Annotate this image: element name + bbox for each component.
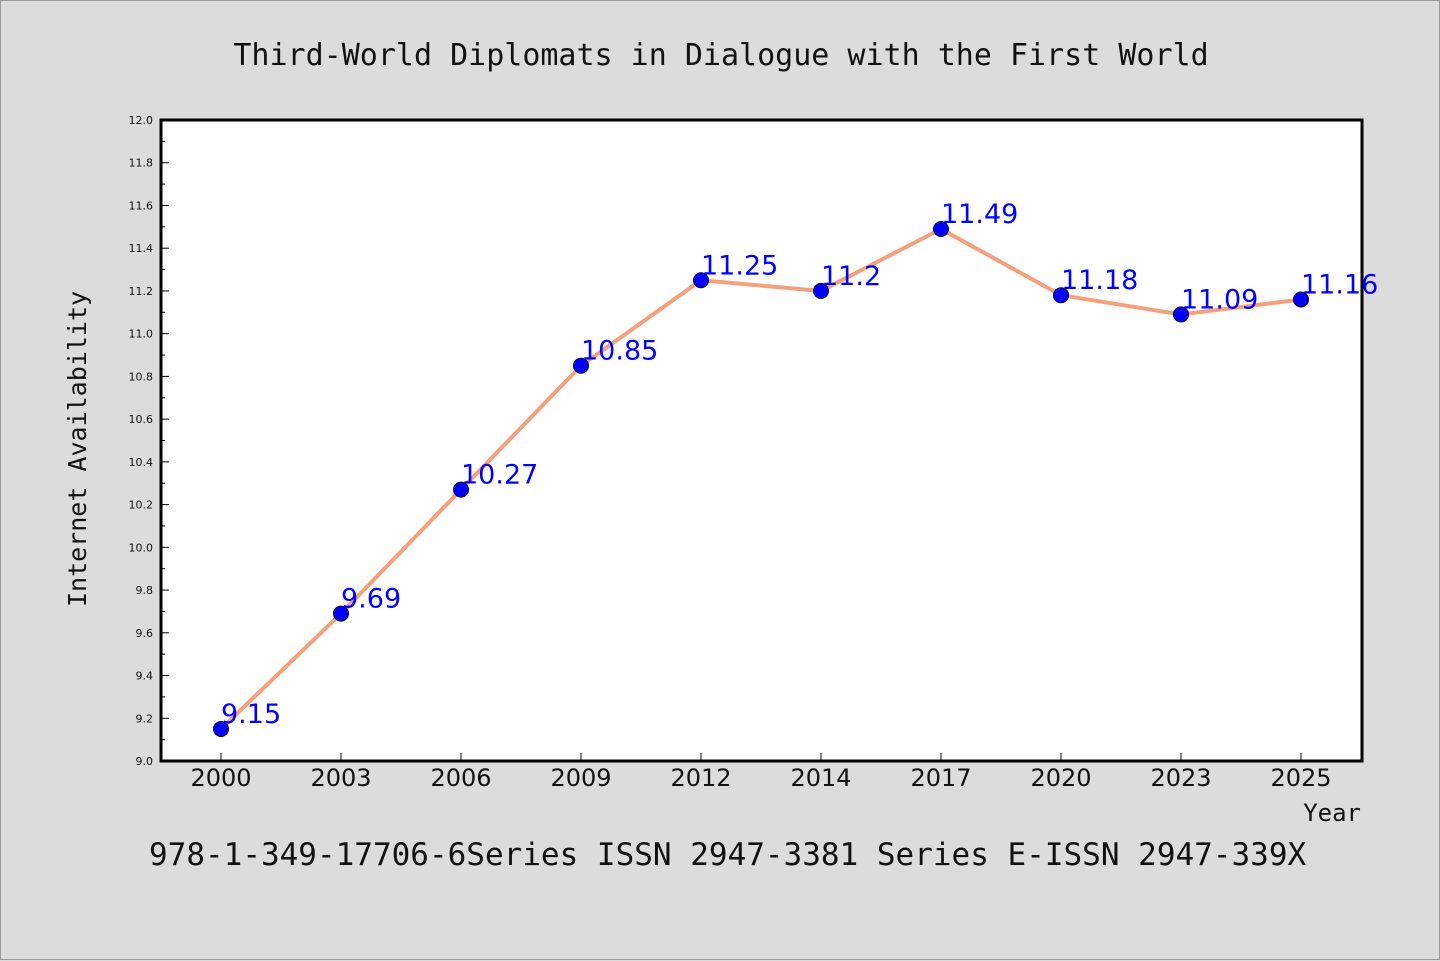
data-labels: 9.15 9.69 10.27 10.85 11.25 11.2 11.49 11.18 11.… (221, 199, 1378, 730)
y-tick-label: 9.4 (136, 670, 154, 683)
data-label: 10.85 (581, 336, 658, 367)
y-tick-label: 11.4 (129, 242, 154, 255)
x-tick-label: 2025 (1270, 764, 1331, 792)
x-axis-label: Year (1303, 799, 1361, 827)
x-tick-label: 2014 (790, 764, 851, 792)
data-label: 11.25 (701, 250, 778, 281)
x-tick-label: 2006 (430, 764, 491, 792)
data-point (573, 357, 589, 374)
data-label: 11.18 (1061, 265, 1138, 296)
data-point (1053, 287, 1069, 304)
y-tick-label: 9.0 (136, 755, 154, 768)
x-tick-label: 2003 (310, 764, 371, 792)
x-tick-label: 2000 (190, 764, 251, 792)
data-label: 11.16 (1301, 269, 1378, 300)
isbn-issn-footer: 978-1-349-17706-6Series ISSN 2947-3381 S… (149, 837, 1306, 873)
data-label: 11.2 (821, 261, 881, 292)
y-tick-label: 9.2 (136, 712, 154, 725)
data-point (693, 272, 709, 289)
data-label: 9.69 (341, 584, 401, 615)
y-tick-label: 9.6 (136, 627, 154, 640)
chart-title: Third-World Diplomats in Dialogue with t… (233, 38, 1208, 73)
data-point (453, 481, 469, 498)
plot-area (159, 118, 1364, 763)
data-point (213, 720, 229, 737)
x-axis: 2000 2003 2006 2009 2012 2014 2017 2020 2023 2025 (190, 753, 1332, 792)
y-tick-label: 10.2 (129, 499, 154, 512)
y-tick-label: 10.4 (129, 456, 154, 469)
data-markers (213, 220, 1309, 737)
data-point (933, 220, 949, 237)
data-label: 10.27 (461, 460, 538, 491)
y-axis: 9.0 9.2 9.4 9.6 9.8 10.0 10.2 10.4 10.6 10.8 11.0 1… (129, 114, 169, 768)
x-tick-label: 2023 (1150, 764, 1211, 792)
y-tick-label: 11.2 (129, 285, 154, 298)
y-tick-label: 9.8 (136, 584, 154, 597)
y-tick-label: 11.0 (129, 328, 154, 341)
y-tick-label: 10.6 (129, 413, 154, 426)
data-point (1173, 306, 1189, 323)
x-tick-label: 2020 (1030, 764, 1091, 792)
data-label: 11.09 (1181, 284, 1258, 315)
series-line (219, 226, 1302, 731)
data-point (1293, 291, 1309, 308)
x-tick-label: 2017 (910, 764, 971, 792)
y-tick-label: 10.0 (129, 541, 154, 554)
data-point (813, 282, 829, 299)
x-tick-label: 2012 (670, 764, 731, 792)
data-point (333, 605, 349, 622)
x-tick-label: 2009 (550, 764, 611, 792)
y-tick-label: 12.0 (129, 114, 154, 127)
y-tick-label: 11.8 (129, 157, 154, 170)
data-label: 9.15 (221, 699, 281, 730)
y-tick-label: 10.8 (129, 370, 154, 383)
data-label: 11.49 (941, 199, 1018, 230)
y-tick-label: 11.6 (129, 199, 154, 212)
y-axis-label: Internet Availability (63, 291, 92, 607)
